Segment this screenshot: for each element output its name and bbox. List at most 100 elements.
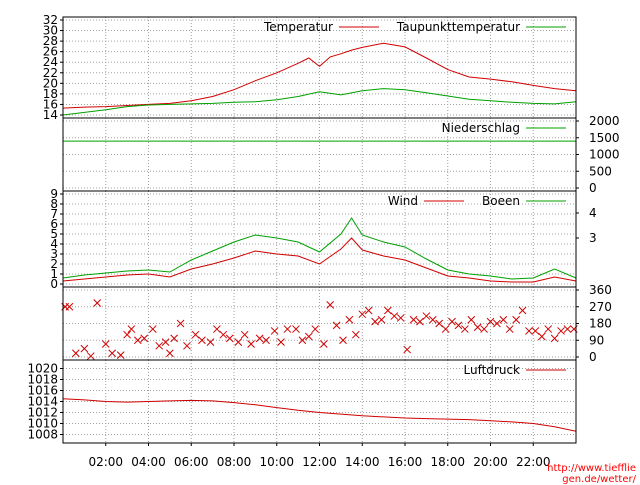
wind-direction-point — [101, 340, 110, 348]
right-tick-label: 360 — [589, 283, 612, 297]
wind-direction-point — [364, 306, 373, 315]
x-marker-stroke — [499, 315, 508, 324]
right-tick-label: 90 — [589, 333, 604, 347]
x-marker-stroke — [133, 336, 142, 345]
wind-direction-point — [277, 338, 285, 346]
wind-direction-point — [155, 341, 164, 350]
x-marker-stroke — [213, 325, 221, 333]
right-tick-label: 500 — [589, 164, 612, 178]
legend-label: Niederschlag — [442, 121, 520, 135]
wind-direction-point — [198, 336, 206, 345]
x-marker-stroke — [563, 325, 572, 333]
x-marker-stroke — [319, 340, 328, 348]
x-marker-stroke — [123, 330, 131, 339]
x-marker-stroke — [283, 325, 292, 333]
x-marker-stroke — [234, 338, 243, 346]
x-marker-stroke — [80, 344, 89, 353]
wind-direction-point — [255, 334, 264, 343]
wind-direction-point — [80, 344, 89, 353]
wind-direction-point — [441, 325, 450, 333]
wind-direction-point — [213, 325, 221, 333]
wind-direction-point — [550, 334, 559, 343]
x-marker-stroke — [176, 319, 185, 328]
wind-direction-point — [467, 315, 476, 324]
right-tick-label: 270 — [589, 300, 612, 314]
y-tick-label: 0 — [50, 277, 58, 291]
x-marker-stroke — [512, 315, 521, 324]
legend-label: Wind — [388, 194, 418, 208]
x-marker-stroke — [345, 315, 354, 324]
x-marker-stroke — [403, 345, 411, 354]
x-marker-stroke — [390, 312, 399, 320]
wind-direction-point — [166, 349, 174, 358]
x-tick-label: 22:00 — [516, 455, 551, 469]
y-tick-label: 24 — [43, 55, 58, 69]
y-tick-label: 1 — [50, 267, 58, 281]
wind-direction-point — [409, 315, 418, 324]
wind-direction-point — [283, 325, 292, 333]
wind-direction-point — [358, 310, 367, 319]
y-tick-label: 1016 — [27, 384, 58, 398]
x-tick-label: 16:00 — [388, 455, 423, 469]
y-tick-label: 4 — [50, 237, 58, 251]
legend-label: Taupunkttemperatur — [396, 20, 520, 34]
wind-direction-point — [298, 336, 307, 345]
x-marker-stroke — [225, 334, 234, 343]
x-marker-stroke — [93, 299, 102, 307]
footer-credit[interactable]: http://www.tiefflie gen.de/wetter/ — [547, 463, 636, 485]
wind-direction-point — [219, 330, 228, 339]
x-marker-stroke — [206, 338, 215, 346]
y-tick-label: 8 — [50, 197, 58, 211]
x-marker-stroke — [155, 341, 164, 350]
wind-direction-point — [518, 306, 527, 315]
y-tick-label: 16 — [43, 97, 58, 111]
wind-direction-point — [65, 302, 74, 311]
wind-direction-point — [161, 338, 170, 346]
wind-direction-point — [473, 323, 482, 332]
wind-direction-point — [225, 334, 234, 343]
x-marker-stroke — [170, 334, 179, 343]
x-marker-stroke — [304, 332, 313, 341]
x-marker-stroke — [127, 325, 136, 333]
x-marker-stroke — [441, 325, 450, 333]
x-marker-stroke — [467, 315, 476, 324]
wind-direction-point — [270, 327, 279, 335]
x-tick-label: 10:00 — [259, 455, 294, 469]
wind-direction-point — [531, 327, 540, 335]
wind-direction-point — [262, 336, 270, 345]
x-marker-stroke — [460, 325, 469, 333]
series-line-temperature-0 — [62, 42, 577, 109]
y-tick-label: 1008 — [27, 428, 58, 442]
wind-direction-point — [247, 340, 255, 348]
wind-direction-point — [339, 336, 347, 345]
series-line-pressure-0 — [62, 398, 577, 432]
y-tick-label: 22 — [43, 66, 58, 80]
y-tick-label: 9 — [50, 187, 58, 201]
x-marker-stroke — [454, 321, 463, 330]
wind-direction-point — [537, 332, 546, 341]
x-tick-label: 02:00 — [88, 455, 123, 469]
x-marker-stroke — [71, 349, 80, 358]
wind-direction-point — [403, 345, 411, 354]
wind-direction-point — [206, 338, 215, 346]
y-tick-label: 28 — [43, 34, 58, 48]
x-marker-stroke — [277, 338, 285, 346]
wind-direction-point — [460, 325, 469, 333]
wind-direction-point — [384, 306, 392, 315]
series-line-temperature-1 — [62, 88, 577, 116]
y-tick-label: 1014 — [27, 395, 58, 409]
wind-direction-point — [563, 325, 572, 333]
y-tick-label: 1018 — [27, 373, 58, 387]
y-tick-label: 32 — [43, 13, 58, 27]
x-tick-label: 18:00 — [430, 455, 465, 469]
x-tick-label: 12:00 — [302, 455, 337, 469]
x-tick-label: 04:00 — [131, 455, 166, 469]
wind-direction-point — [191, 330, 200, 339]
x-marker-stroke — [525, 327, 533, 335]
x-marker-stroke — [505, 325, 514, 333]
wind-direction-point — [170, 334, 179, 343]
wind-direction-point — [486, 317, 495, 326]
x-marker-stroke — [518, 306, 527, 315]
x-marker-stroke — [435, 319, 444, 328]
